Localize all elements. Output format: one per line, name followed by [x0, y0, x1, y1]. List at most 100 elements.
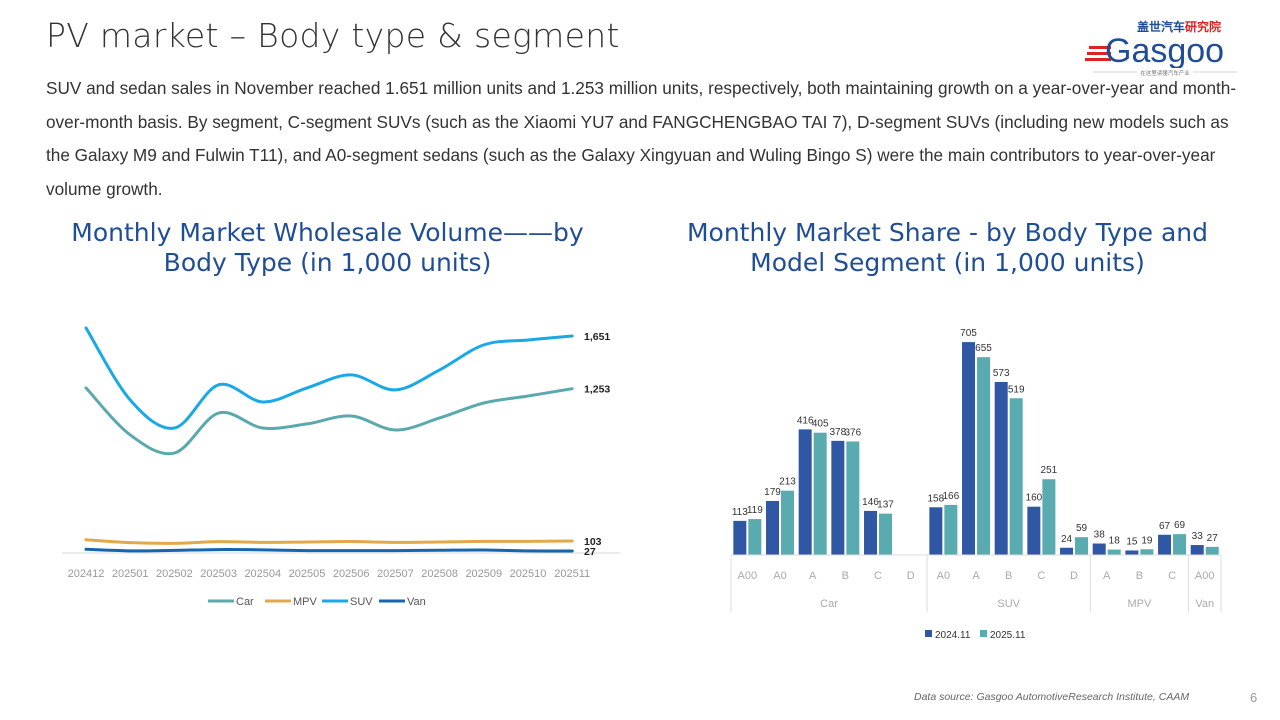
data-label: 137 — [877, 500, 894, 511]
logo-en: Gasgoo — [1105, 32, 1224, 70]
legend-label-car: Car — [236, 596, 254, 608]
data-label: 416 — [797, 415, 814, 426]
end-label-car: 1,253 — [584, 384, 610, 396]
data-label: 405 — [812, 419, 829, 430]
logo-cn: 盖世汽车研究院 — [1137, 19, 1221, 34]
line-chart: 202412 202501 202502 202503 202504 202505 2025… — [62, 326, 620, 608]
bar-car-a0-2025.11 — [781, 490, 795, 555]
x-tick-label: 202510 — [510, 568, 547, 580]
bar-chart-title: Monthly Market Share - by Body Type and … — [686, 218, 1209, 277]
segment-label: A — [809, 570, 817, 582]
data-label: 573 — [993, 368, 1010, 379]
x-tick-label: 202505 — [289, 568, 326, 580]
bar-car-a-2024.11 — [798, 429, 812, 555]
bar-suv-a0-2024.11 — [929, 507, 943, 555]
bar-mpv-c-2025.11 — [1173, 534, 1187, 555]
group-label-car: Car — [820, 598, 838, 610]
segment-label: C — [874, 570, 882, 582]
bar-mpv-b-2024.11 — [1125, 550, 1139, 555]
data-label: 33 — [1192, 531, 1204, 542]
bar-van-a00-2025.11 — [1205, 546, 1219, 555]
line-chart-title: Monthly Market Wholesale Volume——by Body… — [71, 218, 584, 277]
end-label-suv: 1,651 — [584, 331, 610, 343]
data-label: 378 — [830, 427, 847, 438]
data-label: 27 — [1207, 533, 1219, 544]
data-label: 519 — [1008, 384, 1025, 395]
data-label: 113 — [732, 507, 748, 518]
bar-suv-b-2025.11 — [1009, 398, 1023, 555]
bar-car-c-2024.11 — [864, 510, 878, 555]
x-tick-label: 202507 — [377, 568, 414, 580]
end-label-van: 27 — [584, 546, 596, 558]
bar-mpv-a-2025.11 — [1107, 549, 1121, 555]
bar-suv-a-2025.11 — [977, 357, 991, 555]
bar-car-a00-2024.11 — [733, 520, 747, 555]
legend-swatch — [980, 630, 987, 637]
summary-text: SUV and sedan sales in November reached … — [46, 78, 1237, 199]
data-label: 38 — [1094, 530, 1106, 541]
legend-label-mpv: MPV — [293, 596, 318, 608]
x-tick-label: 202501 — [112, 568, 149, 580]
bar-suv-b-2024.11 — [994, 381, 1008, 555]
data-label: 19 — [1141, 535, 1153, 546]
segment-label: A0 — [937, 570, 950, 582]
group-label-suv: SUV — [997, 598, 1020, 610]
legend-label-van: Van — [407, 596, 426, 608]
data-label: 146 — [862, 497, 879, 508]
data-source: Data source: Gasgoo AutomotiveResearch I… — [914, 691, 1190, 703]
bar-suv-a-2024.11 — [962, 342, 976, 555]
data-label: 18 — [1109, 536, 1121, 547]
series-line-suv — [84, 326, 574, 430]
logo-slogan: 在这里读懂汽车产业 — [1140, 69, 1190, 77]
bar-car-a-2025.11 — [813, 432, 827, 555]
data-label: 69 — [1174, 520, 1186, 531]
group-label-van: Van — [1195, 598, 1214, 610]
segment-label: D — [1070, 570, 1078, 582]
x-tick-label: 202511 — [554, 568, 590, 580]
legend-swatch — [925, 630, 932, 637]
segment-label: A0 — [773, 570, 786, 582]
x-tick-label: 202412 — [68, 568, 105, 580]
series-line-mpv — [84, 538, 574, 545]
segment-label: B — [1136, 570, 1143, 582]
data-label: 655 — [975, 343, 992, 354]
data-label: 158 — [928, 493, 945, 504]
page-number: 6 — [1250, 690, 1258, 705]
bar-suv-c-2025.11 — [1042, 479, 1056, 555]
bar-suv-c-2024.11 — [1027, 506, 1041, 555]
x-tick-label: 202508 — [421, 568, 458, 580]
segment-label: D — [907, 570, 915, 582]
bar-car-c-2025.11 — [879, 513, 893, 555]
bar-suv-a0-2025.11 — [944, 504, 958, 555]
bar-mpv-c-2024.11 — [1158, 534, 1172, 555]
x-tick-label: 202504 — [244, 568, 281, 580]
bar-car-b-2025.11 — [846, 441, 860, 555]
segment-label: A — [972, 570, 980, 582]
bar-car-a0-2024.11 — [766, 500, 780, 555]
data-label: 15 — [1126, 536, 1138, 547]
data-label: 179 — [764, 487, 781, 498]
data-label: 376 — [845, 427, 862, 438]
group-label-mpv: MPV — [1127, 598, 1152, 610]
bar-suv-d-2024.11 — [1060, 547, 1074, 555]
segment-label: C — [1168, 570, 1176, 582]
legend-label-suv: SUV — [350, 596, 373, 608]
data-label: 251 — [1041, 465, 1058, 476]
gasgoo-logo: 盖世汽车研究院 Gasgoo 在这里读懂汽车产业 — [1085, 16, 1245, 78]
end-label-mpv: 103 — [584, 536, 602, 548]
data-label: 119 — [747, 505, 763, 516]
x-tick-label: 202509 — [465, 568, 502, 580]
bar-car-a00-2025.11 — [748, 519, 762, 555]
page-title: PV market – Body type & segment — [46, 16, 620, 55]
series-line-van — [84, 547, 574, 553]
x-tick-label: 202503 — [200, 568, 237, 580]
x-tick-label: 202506 — [333, 568, 370, 580]
segment-label: B — [842, 570, 849, 582]
data-label: 160 — [1026, 493, 1043, 504]
data-label: 67 — [1159, 521, 1171, 532]
data-label: 59 — [1076, 523, 1088, 534]
series-line-car — [84, 386, 574, 456]
segment-label: A00 — [1195, 570, 1215, 582]
segment-label: A — [1103, 570, 1111, 582]
